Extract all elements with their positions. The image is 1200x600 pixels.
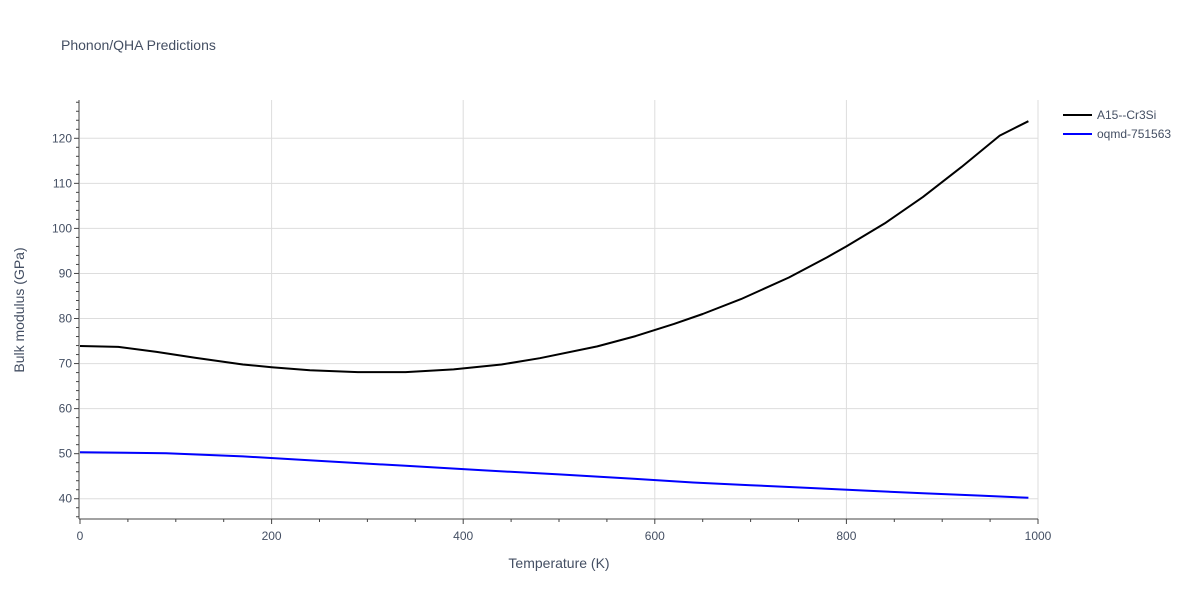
y-tick-label: 110	[53, 176, 72, 190]
y-tick-label: 120	[52, 131, 72, 145]
legend[interactable]: A15--Cr3Si oqmd-751563	[1063, 108, 1171, 141]
y-tick-label: 90	[59, 266, 73, 280]
grid	[80, 100, 1039, 519]
legend-item-1[interactable]: oqmd-751563	[1063, 127, 1171, 141]
legend-label: A15--Cr3Si	[1097, 108, 1156, 122]
axes: 0 200 400 600 800 1000 40 50 60 70 80 90 100 110 120	[52, 100, 1052, 543]
y-tick-label: 80	[59, 312, 73, 326]
y-tick-label: 40	[59, 492, 73, 506]
series	[79, 120, 1029, 499]
x-tick-label: 800	[836, 529, 856, 543]
y-tick-label: 60	[59, 402, 73, 416]
legend-item-0[interactable]: A15--Cr3Si	[1063, 108, 1156, 122]
x-tick-label: 1000	[1025, 529, 1052, 543]
x-tick-label: 600	[645, 529, 665, 543]
y-tick-label: 70	[59, 357, 73, 371]
chart-title: Phonon/QHA Predictions	[61, 37, 216, 53]
x-tick-label: 0	[77, 529, 84, 543]
x-tick-label: 200	[262, 529, 282, 543]
legend-label: oqmd-751563	[1097, 127, 1171, 141]
x-axis-title: Temperature (K)	[508, 555, 609, 571]
y-axis-title: Bulk modulus (GPa)	[11, 247, 27, 372]
series-line-1	[79, 451, 1029, 499]
y-tick-label: 100	[52, 221, 72, 235]
series-line-0	[79, 120, 1029, 374]
x-tick-label: 400	[453, 529, 473, 543]
y-tick-label: 50	[59, 447, 73, 461]
